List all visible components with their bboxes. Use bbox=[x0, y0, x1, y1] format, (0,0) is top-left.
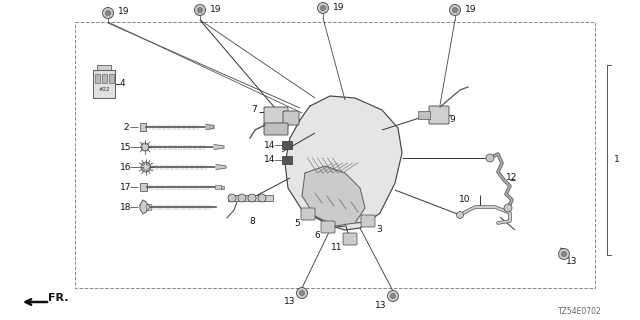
Text: 19: 19 bbox=[333, 3, 344, 12]
Bar bbox=[93, 70, 115, 98]
Text: 19: 19 bbox=[118, 7, 129, 17]
Circle shape bbox=[258, 194, 266, 202]
Circle shape bbox=[486, 154, 494, 162]
Text: 8: 8 bbox=[249, 218, 255, 227]
Text: 7: 7 bbox=[251, 106, 257, 115]
Polygon shape bbox=[216, 164, 226, 170]
Polygon shape bbox=[214, 145, 224, 149]
Circle shape bbox=[248, 194, 256, 202]
Circle shape bbox=[561, 252, 566, 257]
Circle shape bbox=[317, 3, 328, 13]
Polygon shape bbox=[285, 96, 402, 230]
Text: 19: 19 bbox=[465, 4, 477, 13]
Bar bbox=[140, 123, 146, 131]
Circle shape bbox=[321, 5, 326, 11]
Bar bbox=[418, 111, 430, 119]
Bar bbox=[228, 195, 273, 201]
Text: 19: 19 bbox=[210, 4, 221, 13]
FancyBboxPatch shape bbox=[301, 208, 315, 220]
Text: 12: 12 bbox=[506, 173, 518, 182]
Bar bbox=[109, 74, 114, 83]
Text: 13: 13 bbox=[284, 298, 296, 307]
Circle shape bbox=[390, 293, 396, 299]
Text: 14: 14 bbox=[264, 140, 276, 149]
Bar bbox=[95, 74, 100, 83]
Text: 9: 9 bbox=[449, 116, 455, 124]
Circle shape bbox=[449, 4, 461, 15]
Circle shape bbox=[456, 212, 463, 219]
Text: 10: 10 bbox=[460, 196, 471, 204]
Text: 1: 1 bbox=[614, 156, 620, 164]
FancyBboxPatch shape bbox=[321, 221, 335, 233]
Text: 11: 11 bbox=[330, 244, 342, 252]
Bar bbox=[282, 156, 292, 164]
Bar bbox=[102, 74, 107, 83]
Circle shape bbox=[300, 291, 305, 295]
Text: 16: 16 bbox=[120, 163, 132, 172]
Text: 3: 3 bbox=[376, 226, 381, 235]
Bar bbox=[97, 65, 111, 70]
Bar bbox=[221, 186, 224, 188]
Text: 6: 6 bbox=[314, 231, 320, 241]
Circle shape bbox=[102, 7, 113, 19]
FancyBboxPatch shape bbox=[264, 123, 288, 135]
FancyBboxPatch shape bbox=[361, 215, 375, 227]
FancyBboxPatch shape bbox=[429, 106, 449, 124]
Text: 14: 14 bbox=[264, 156, 276, 164]
Bar bbox=[282, 141, 292, 149]
FancyBboxPatch shape bbox=[264, 107, 288, 127]
Text: 18: 18 bbox=[120, 203, 132, 212]
Text: 4: 4 bbox=[119, 79, 125, 89]
Text: 5: 5 bbox=[294, 219, 300, 228]
Circle shape bbox=[296, 287, 307, 299]
FancyBboxPatch shape bbox=[343, 233, 357, 245]
Text: 17: 17 bbox=[120, 182, 132, 191]
Polygon shape bbox=[206, 124, 214, 130]
Circle shape bbox=[198, 7, 202, 12]
Text: 2: 2 bbox=[123, 123, 129, 132]
Circle shape bbox=[504, 204, 512, 212]
Circle shape bbox=[106, 11, 111, 15]
Text: TZ54E0702: TZ54E0702 bbox=[558, 308, 602, 316]
Text: 13: 13 bbox=[375, 300, 387, 309]
Circle shape bbox=[141, 143, 149, 151]
Circle shape bbox=[195, 4, 205, 15]
Circle shape bbox=[559, 249, 570, 260]
Circle shape bbox=[228, 194, 236, 202]
Circle shape bbox=[452, 7, 458, 12]
Bar bbox=[75, 22, 595, 288]
Text: FR.: FR. bbox=[48, 293, 68, 303]
Text: 13: 13 bbox=[566, 257, 578, 266]
Circle shape bbox=[141, 162, 151, 172]
Text: 15: 15 bbox=[120, 142, 132, 151]
Circle shape bbox=[387, 291, 399, 301]
Bar bbox=[146, 204, 151, 210]
Polygon shape bbox=[140, 200, 150, 214]
Bar bbox=[140, 183, 147, 191]
Bar bbox=[215, 185, 221, 189]
Polygon shape bbox=[302, 166, 365, 226]
Circle shape bbox=[238, 194, 246, 202]
Text: #22: #22 bbox=[98, 87, 110, 92]
FancyBboxPatch shape bbox=[283, 111, 299, 125]
